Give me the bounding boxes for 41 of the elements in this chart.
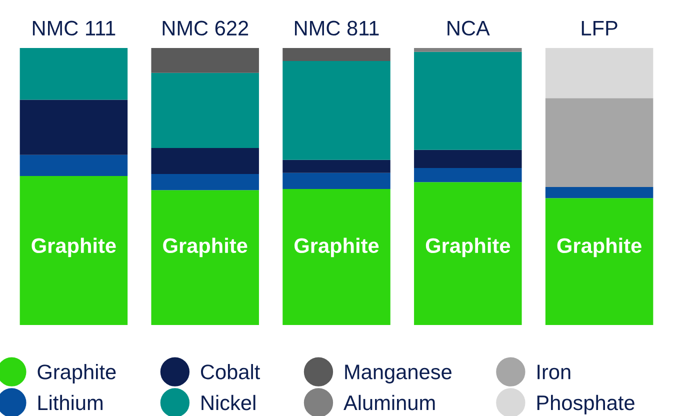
legend-label: Graphite: [38, 364, 116, 384]
bar: [414, 182, 522, 325]
bar: [545, 198, 654, 325]
legend-label: Aluminum: [344, 394, 435, 410]
annotation: Graphite: [32, 238, 116, 258]
bar: [20, 48, 128, 100]
bar: [545, 98, 654, 188]
x-tick-label: NMC 111: [32, 20, 116, 36]
annotation: Graphite: [163, 238, 248, 258]
bar: [282, 172, 390, 189]
annotation: Graphite: [557, 238, 642, 258]
bar: [282, 188, 390, 325]
legend-label: Nickel: [202, 394, 256, 410]
x-tick-label: NMC 811: [294, 20, 379, 36]
bar: [282, 160, 390, 173]
bar: [20, 100, 128, 155]
bar: [414, 168, 522, 182]
bar: [20, 154, 128, 176]
bar: [414, 150, 522, 168]
bar: [545, 48, 654, 98]
legend-label: Lithium: [38, 394, 102, 410]
legend-label: Iron: [538, 364, 570, 380]
bar: [545, 187, 654, 198]
annotation: Graphite: [426, 238, 510, 258]
legend-label: Manganese: [345, 364, 452, 384]
legend-label: Phosphate: [537, 394, 634, 414]
legend-label: Cobalt: [200, 364, 260, 380]
bar: [282, 48, 390, 62]
bar: [151, 174, 259, 190]
annotation: Graphite: [294, 238, 379, 258]
bar: [414, 52, 522, 150]
bar: [20, 176, 128, 325]
bar: [151, 190, 259, 325]
bar: [282, 61, 390, 160]
bar: [151, 148, 259, 174]
bar: [414, 48, 522, 52]
x-tick-label: LFP: [582, 21, 618, 36]
x-tick-label: NCA: [448, 20, 490, 36]
bar: [151, 72, 259, 148]
x-tick-label: NMC 622: [162, 20, 248, 36]
bar: [151, 48, 259, 73]
